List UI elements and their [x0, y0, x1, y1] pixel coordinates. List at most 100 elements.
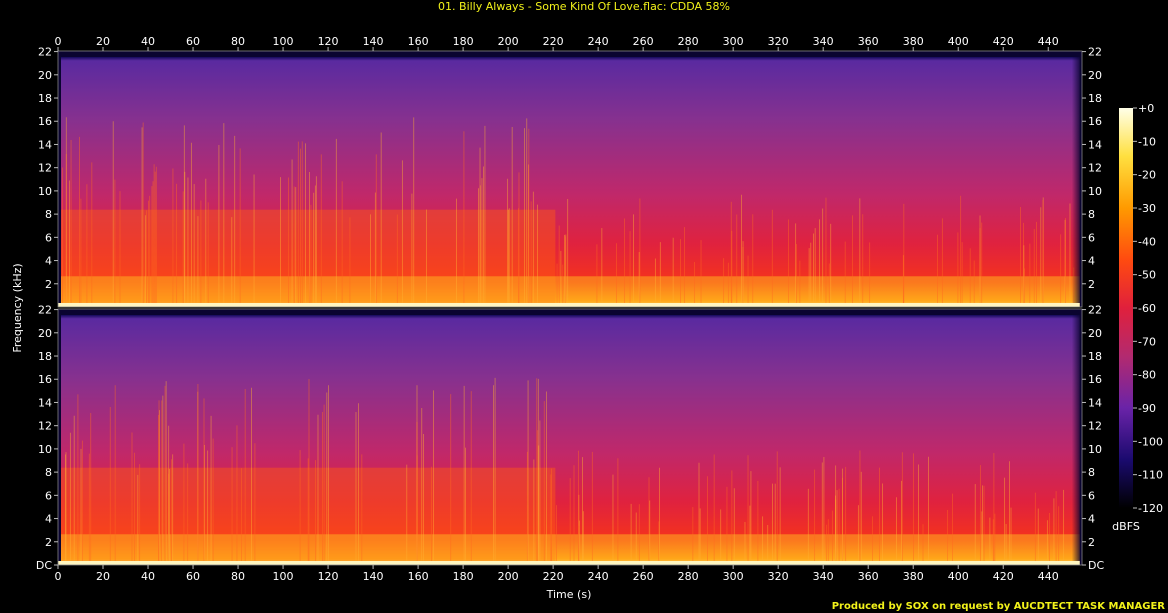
channel-1-dc-band: [58, 303, 1080, 307]
y-tick-label-right: 4: [1088, 513, 1095, 526]
colorbar-label: dBFS: [1112, 520, 1140, 533]
x-axis-label: Time (s): [546, 588, 592, 601]
x-tick-label-bottom: 200: [498, 570, 519, 583]
y-tick-label-left: 16: [38, 373, 52, 386]
x-tick-label-bottom: 240: [588, 570, 609, 583]
y-tick-label-right: 20: [1088, 69, 1102, 82]
x-tick-label-top: 160: [408, 35, 429, 48]
x-tick-label-bottom: 0: [55, 570, 62, 583]
x-tick-label-bottom: 340: [813, 570, 834, 583]
y-tick-label-right: 16: [1088, 115, 1102, 128]
x-tick-label-bottom: 220: [543, 570, 564, 583]
x-tick-label-bottom: 180: [453, 570, 474, 583]
y-tick-label-right: 18: [1088, 350, 1102, 363]
y-tick-label-right: 14: [1088, 138, 1102, 151]
x-tick-label-bottom: 260: [633, 570, 654, 583]
x-tick-label-top: 100: [273, 35, 294, 48]
colorbar-tick-label: -80: [1138, 369, 1156, 382]
y-tick-label-left: 14: [38, 138, 52, 151]
channel-2-fadeout: [1071, 315, 1082, 565]
x-tick-label-top: 280: [678, 35, 699, 48]
x-tick-label-top: 220: [543, 35, 564, 48]
colorbar-tick-label: +0: [1138, 102, 1154, 115]
y-tick-label-right: 10: [1088, 185, 1102, 198]
colorbar-tick-label: -70: [1138, 335, 1156, 348]
y-tick-label-left: 12: [38, 162, 52, 175]
y-tick-label-left: 4: [45, 255, 52, 268]
x-tick-label-bottom: 100: [273, 570, 294, 583]
channel-2-dc-band: [58, 561, 1080, 565]
x-tick-label-bottom: 420: [993, 570, 1014, 583]
x-tick-label-bottom: 360: [858, 570, 879, 583]
x-tick-label-top: 420: [993, 35, 1014, 48]
chart-title: 01. Billy Always - Some Kind Of Love.fla…: [438, 0, 730, 13]
x-tick-label-top: 380: [903, 35, 924, 48]
y-tick-label-right: 6: [1088, 489, 1095, 502]
y-tick-label-right: 22: [1088, 304, 1102, 317]
x-tick-label-top: 300: [723, 35, 744, 48]
colorbar-ticks: +0 -10 -20 -30 -40 -50 -60 -70 -80 -90 -100 -110 -12…: [1133, 102, 1163, 515]
channel-1-spectrogram: [58, 51, 1082, 307]
x-tick-label-bottom: 320: [768, 570, 789, 583]
colorbar-tick-label: -110: [1138, 469, 1163, 482]
x-tick-label-top: 40: [141, 35, 155, 48]
y-tick-label-left: 22: [38, 304, 52, 317]
y-tick-label-right: 22: [1088, 46, 1102, 59]
y-tick-label-left: 8: [45, 208, 52, 221]
x-tick-label-bottom: 20: [96, 570, 110, 583]
colorbar-tick-label: -60: [1138, 302, 1156, 315]
channel-2-frame: [57, 308, 1083, 566]
channel-1-fadeout: [1071, 57, 1082, 307]
y-tick-label-right: 2: [1088, 278, 1095, 291]
x-tick-label-bottom: 120: [318, 570, 339, 583]
y-tick-label-left: 6: [45, 231, 52, 244]
y-tick-label-right: 12: [1088, 162, 1102, 175]
y-tick-label-left: 20: [38, 327, 52, 340]
x-tick-label-bottom: 60: [186, 570, 200, 583]
x-tick-label-bottom: 40: [141, 570, 155, 583]
x-tick-label-top: 120: [318, 35, 339, 48]
x-tick-label-top: 240: [588, 35, 609, 48]
x-tick-label-bottom: 380: [903, 570, 924, 583]
y-tick-label-left: 2: [45, 278, 52, 291]
x-tick-label-top: 0: [55, 35, 62, 48]
y-tick-label-left: 14: [38, 396, 52, 409]
x-tick-label-top: 200: [498, 35, 519, 48]
credit-text: Produced by SOX on request by AUCDTECT T…: [832, 601, 1166, 612]
y-axis-label: Frequency (kHz): [11, 263, 24, 352]
colorbar-tick-label: -100: [1138, 435, 1163, 448]
y-tick-label-left: 2: [45, 536, 52, 549]
y-tick-label-left: 12: [38, 420, 52, 433]
y-tick-label-right: DC: [1088, 559, 1104, 572]
colorbar-tick-label: -40: [1138, 235, 1156, 248]
y-tick-label-right: 4: [1088, 255, 1095, 268]
x-tick-label-top: 400: [948, 35, 969, 48]
colorbar-tick-label: -10: [1138, 135, 1156, 148]
y-tick-label-left: DC: [36, 559, 52, 572]
x-tick-label-top: 140: [363, 35, 384, 48]
y-tick-label-right: 20: [1088, 327, 1102, 340]
y-tick-label-right: 16: [1088, 373, 1102, 386]
colorbar-tick-label: -20: [1138, 169, 1156, 182]
y-tick-label-right: 8: [1088, 208, 1095, 221]
channel-1-energy: [61, 57, 1080, 307]
colorbar-tick-label: -90: [1138, 402, 1156, 415]
y-tick-label-right: 6: [1088, 231, 1095, 244]
colorbar-tick-label: -30: [1138, 202, 1156, 215]
x-tick-label-top: 340: [813, 35, 834, 48]
y-tick-label-left: 10: [38, 185, 52, 198]
y-tick-label-left: 20: [38, 69, 52, 82]
x-tick-label-bottom: 300: [723, 570, 744, 583]
y-tick-label-left: 8: [45, 466, 52, 479]
x-tick-label-bottom: 80: [231, 570, 245, 583]
x-tick-label-top: 440: [1038, 35, 1059, 48]
y-tick-label-right: 2: [1088, 536, 1095, 549]
y-tick-label-right: 14: [1088, 396, 1102, 409]
x-tick-label-top: 260: [633, 35, 654, 48]
y-tick-label-left: 18: [38, 350, 52, 363]
x-tick-label-bottom: 400: [948, 570, 969, 583]
colorbar-tick-label: -120: [1138, 502, 1163, 515]
y-tick-label-left: 4: [45, 513, 52, 526]
y-tick-label-right: 12: [1088, 420, 1102, 433]
